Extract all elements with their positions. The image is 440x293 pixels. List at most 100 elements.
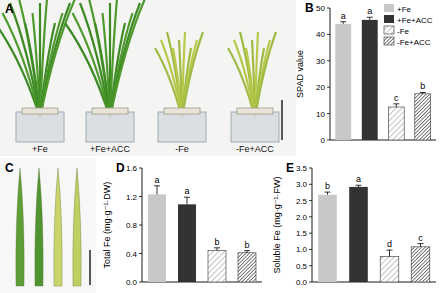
photo-caption: -Fe [175, 144, 189, 154]
error-cap [367, 17, 373, 18]
leaf [18, 0, 41, 118]
error-line [420, 244, 421, 247]
bar [349, 187, 368, 282]
scale-bar [89, 250, 91, 285]
legend-swatch [384, 26, 394, 34]
y-axis-label: SPAD value [295, 50, 305, 98]
y-axis-label: Soluble Fe (mg·g⁻¹·FW) [272, 177, 282, 274]
tick-label: 3.5 [296, 164, 308, 173]
error-line [187, 197, 188, 204]
error-line [389, 250, 390, 257]
error-bar [356, 185, 362, 187]
panel-label: C [5, 161, 14, 175]
leaf [88, 0, 111, 118]
tick-label: 0.0 [296, 278, 308, 287]
bar [388, 107, 404, 140]
leaf-blade [16, 168, 24, 286]
beaker [16, 112, 64, 142]
significance-letter: c [418, 233, 423, 243]
bar [178, 204, 196, 282]
tick-label: 1.5 [296, 229, 308, 238]
photo-caption: -Fe+ACC [236, 144, 274, 154]
significance-letter: b [244, 240, 249, 250]
legend-label: -Fe+ACC [397, 38, 431, 47]
tick-label: 1.6 [126, 164, 138, 173]
error-bars [340, 17, 426, 107]
tick-label: 0.4 [126, 250, 138, 259]
significance-letter: a [341, 11, 346, 21]
error-cap [340, 21, 346, 22]
error-cap [244, 250, 250, 251]
legend-swatch [384, 15, 394, 23]
pot-cover [92, 108, 128, 114]
significance-letter: a [184, 186, 189, 196]
tick-label: 1.2 [126, 193, 138, 202]
significance-letter: b [325, 181, 330, 191]
y-axis [330, 8, 331, 140]
leaf-blade [73, 168, 81, 286]
error-line [396, 104, 397, 107]
plant [155, 32, 206, 142]
pot-cover [164, 108, 200, 114]
plant [228, 32, 279, 142]
tick-label: 0.8 [126, 221, 138, 230]
tick-label: 2.0 [296, 213, 308, 222]
bar [415, 94, 431, 140]
photo-background [0, 158, 96, 293]
legend-label: +Fe [397, 5, 412, 14]
tick-label: 3.0 [296, 180, 308, 189]
y-axis-label: Total Fe (mg·g⁻¹·DW) [102, 182, 112, 269]
error-bars [154, 186, 250, 253]
leaf [255, 32, 276, 118]
bars [148, 194, 256, 282]
y-axis [142, 168, 143, 282]
error-cap [387, 250, 393, 251]
bar [335, 24, 351, 140]
error-bar [325, 192, 331, 195]
pot-cover [237, 108, 273, 114]
bar [208, 251, 226, 282]
legend-swatch [384, 37, 394, 45]
leaf-blade [54, 168, 62, 286]
significance-letter: c [394, 93, 399, 103]
error-cap [325, 192, 331, 193]
error-cap [154, 185, 160, 186]
error-line [217, 248, 218, 251]
tick-label: 40 [316, 30, 325, 39]
photo-caption: +Fe [32, 144, 48, 154]
scale-bar [281, 100, 283, 140]
leaf [240, 32, 255, 118]
legend: +Fe+Fe+ACC-Fe-Fe+ACC [384, 4, 433, 47]
error-bar [340, 22, 346, 24]
error-cap [356, 185, 362, 186]
panel-label: D [116, 161, 125, 175]
bars [318, 187, 430, 282]
tick-label: 30 [316, 57, 325, 66]
leaf-blade [35, 168, 43, 286]
error-bar [244, 251, 250, 253]
beaker [231, 112, 279, 142]
significance-letter: a [154, 175, 159, 185]
error-bar [387, 250, 393, 257]
error-bar [154, 186, 160, 195]
pot-cover [22, 108, 58, 114]
significance-letter: d [387, 239, 392, 249]
error-cap [184, 197, 190, 198]
error-bar [420, 92, 426, 93]
error-cap [418, 243, 424, 244]
panel-label: A [5, 2, 14, 16]
legend-label: -Fe [397, 27, 410, 36]
bar [238, 253, 256, 282]
error-bar [367, 17, 373, 20]
bar [148, 194, 166, 282]
tick-label: 20 [316, 83, 325, 92]
figure: +Fe+Fe+ACC-Fe-Fe+ACCACBSPAD value0102030… [0, 0, 440, 293]
photo-caption: +Fe+ACC [90, 144, 131, 154]
error-bar [214, 248, 220, 251]
plant [0, 0, 78, 142]
error-cap [393, 103, 399, 104]
leaf [40, 0, 78, 118]
leaf [33, 13, 41, 118]
panel-label: B [305, 1, 314, 15]
leaf [65, 23, 110, 118]
